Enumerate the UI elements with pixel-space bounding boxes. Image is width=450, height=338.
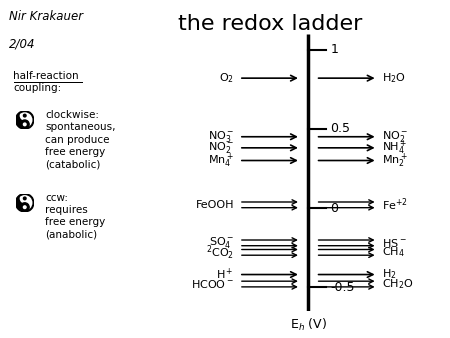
Wedge shape bbox=[25, 194, 34, 212]
Text: the redox ladder: the redox ladder bbox=[178, 14, 362, 33]
Text: NO$_3^-$: NO$_3^-$ bbox=[207, 129, 234, 144]
Text: half-reaction
coupling:: half-reaction coupling: bbox=[14, 71, 79, 93]
Wedge shape bbox=[16, 111, 25, 129]
Wedge shape bbox=[25, 111, 34, 129]
Text: -0.5: -0.5 bbox=[330, 281, 355, 294]
Wedge shape bbox=[16, 194, 25, 212]
Text: O$_2$: O$_2$ bbox=[219, 71, 234, 85]
Text: CH$_2$O: CH$_2$O bbox=[382, 277, 414, 291]
Text: SO$_4^-$: SO$_4^-$ bbox=[209, 235, 234, 250]
Text: 2/04: 2/04 bbox=[9, 37, 36, 50]
Circle shape bbox=[20, 194, 29, 203]
Text: Mn$^+_4$: Mn$^+_4$ bbox=[208, 151, 234, 170]
Text: 0: 0 bbox=[330, 201, 338, 215]
Text: Mn$^+_2$: Mn$^+_2$ bbox=[382, 151, 409, 170]
Text: clockwise:
spontaneous,
can produce
free energy
(catabolic): clockwise: spontaneous, can produce free… bbox=[45, 110, 116, 169]
Text: FeOOH: FeOOH bbox=[195, 200, 234, 210]
Text: NO$_2^-$: NO$_2^-$ bbox=[207, 140, 234, 155]
Text: NH$_4^+$: NH$_4^+$ bbox=[382, 139, 408, 157]
Circle shape bbox=[23, 206, 26, 209]
Text: E$_h$ (V): E$_h$ (V) bbox=[290, 317, 327, 333]
Circle shape bbox=[23, 197, 26, 200]
Circle shape bbox=[23, 114, 26, 117]
Text: $^2$CO$_2$: $^2$CO$_2$ bbox=[206, 243, 234, 262]
Circle shape bbox=[20, 120, 29, 129]
Text: 0.5: 0.5 bbox=[330, 122, 351, 135]
Text: 1: 1 bbox=[330, 43, 338, 56]
Text: CH$_4$: CH$_4$ bbox=[382, 245, 405, 259]
Circle shape bbox=[20, 111, 29, 120]
Text: Nir Krakauer: Nir Krakauer bbox=[9, 10, 83, 23]
Text: H$^+$: H$^+$ bbox=[216, 267, 234, 282]
Text: HS$^-$: HS$^-$ bbox=[382, 237, 407, 249]
Text: HCOO$^-$: HCOO$^-$ bbox=[191, 278, 234, 290]
Text: H$_2$O: H$_2$O bbox=[382, 71, 406, 85]
Text: ccw:
requires
free energy
(anabolic): ccw: requires free energy (anabolic) bbox=[45, 193, 105, 240]
Circle shape bbox=[20, 203, 29, 212]
Text: Fe$^{+2}$: Fe$^{+2}$ bbox=[382, 197, 409, 213]
Text: H$_2$: H$_2$ bbox=[382, 268, 397, 282]
Circle shape bbox=[23, 123, 26, 126]
Text: NO$_2^-$: NO$_2^-$ bbox=[382, 129, 409, 144]
